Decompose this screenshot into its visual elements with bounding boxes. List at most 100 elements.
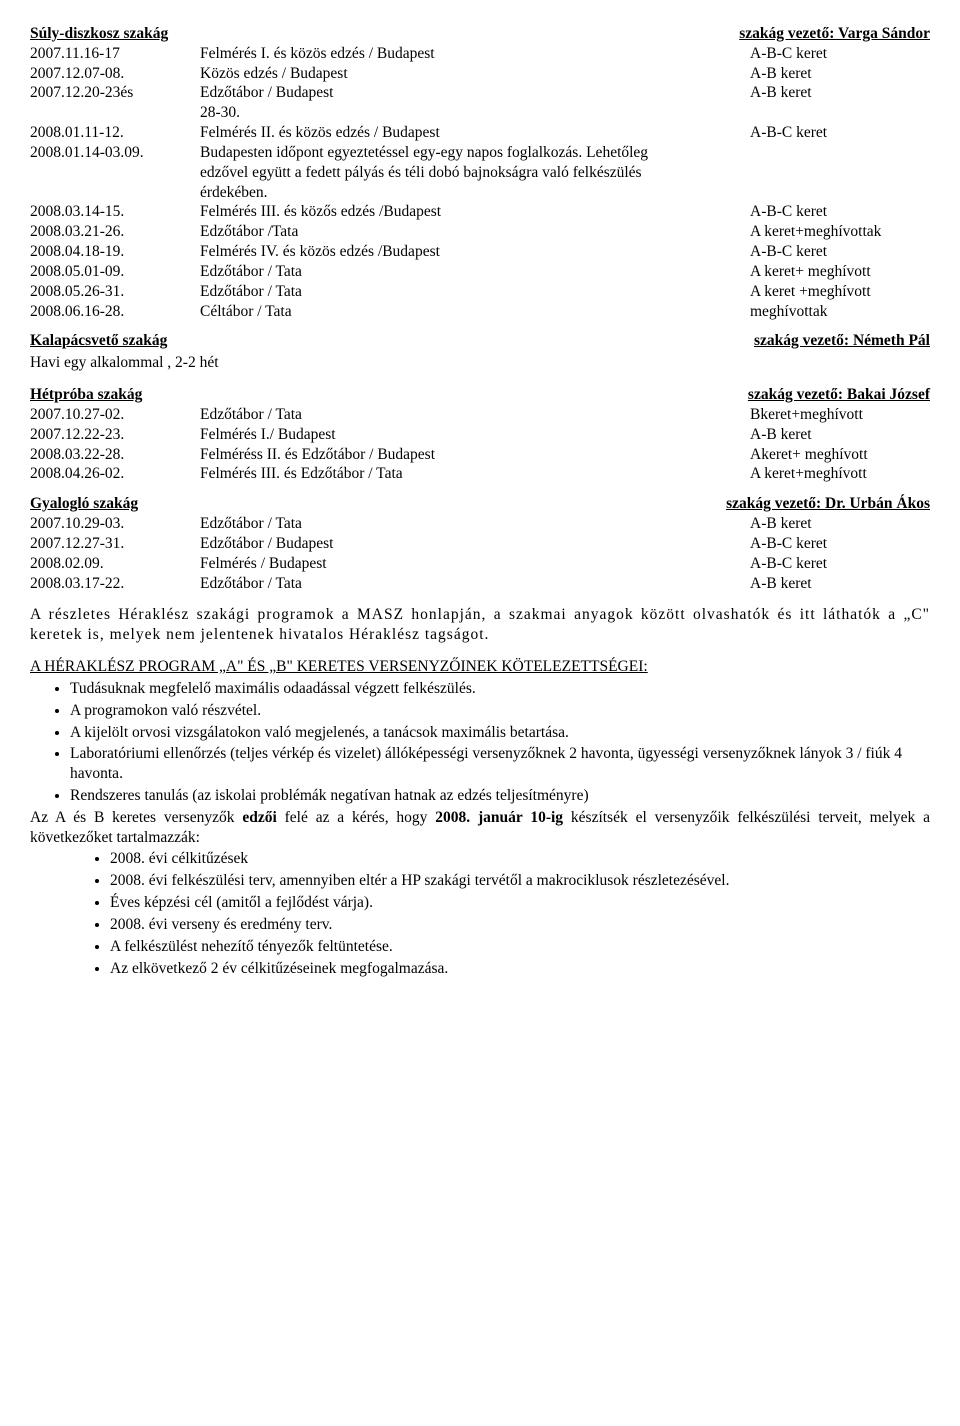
obligations-heading: A HÉRAKLÉSZ PROGRAM „A" ÉS „B" KERETES V…	[30, 657, 930, 677]
section-heading-left: Súly-diszkosz szakág	[30, 24, 739, 44]
obligations-list: Tudásuknak megfelelő maximális odaadássa…	[70, 679, 930, 806]
schedule-row: 2008.05.01-09.Edzőtábor / TataA keret+ m…	[30, 262, 930, 282]
plan-item: 2008. évi felkészülési terv, amennyiben …	[110, 871, 930, 891]
section-heading-left: Gyalogló szakág	[30, 494, 726, 514]
schedule-desc: Felmérés II. és közös edzés / Budapest	[200, 123, 750, 143]
schedule-keret: A keret+meghívott	[750, 464, 930, 484]
schedule-keret: A keret+ meghívott	[750, 262, 930, 282]
plan-item: Az elkövetkező 2 év célkitűzéseinek megf…	[110, 959, 930, 979]
section-heading: Súly-diszkosz szakágszakág vezető: Varga…	[30, 24, 930, 44]
schedule-row: 2007.12.22-23.Felmérés I./ BudapestA-B k…	[30, 425, 930, 445]
schedule-keret: A keret +meghívott	[750, 282, 930, 302]
schedule-date: 2008.01.11-12.	[30, 123, 200, 143]
schedule-desc: Felmérés / Budapest	[200, 554, 750, 574]
section-heading-right: szakág vezető: Bakai József	[748, 385, 930, 405]
plan-item: 2008. évi verseny és eredmény terv.	[110, 915, 930, 935]
schedule-keret: A-B-C keret	[750, 44, 930, 64]
schedule-desc: Edzőtábor / Tata	[200, 514, 750, 534]
coach-request-line: Az A és B keretes versenyzők edzői felé …	[30, 808, 930, 848]
schedule-date: 2008.03.17-22.	[30, 574, 200, 594]
schedule-keret: A-B keret	[750, 64, 930, 84]
schedule-desc: Edzőtábor / Budapest	[200, 83, 750, 103]
schedule-date: 2007.12.07-08.	[30, 64, 200, 84]
schedule-keret: A-B-C keret	[750, 242, 930, 262]
coach-line-part: felé az a kérés, hogy	[277, 809, 436, 826]
schedule-desc: Edzőtábor / Tata	[200, 282, 750, 302]
schedule-row: 2008.06.16-28.Céltábor / Tatameghívottak	[30, 302, 930, 322]
obligations-item: A kijelölt orvosi vizsgálatokon való meg…	[70, 723, 930, 743]
schedule-desc: Budapesten időpont egyeztetéssel egy-egy…	[200, 143, 750, 163]
obligations-item: A programokon való részvétel.	[70, 701, 930, 721]
schedule-row: 2008.03.22-28.Felméréss II. és Edzőtábor…	[30, 445, 930, 465]
schedule-date: 2008.01.14-03.09.	[30, 143, 200, 163]
coach-line-bold: edzői	[242, 809, 276, 826]
schedule-desc: Felmérés I. és közös edzés / Budapest	[200, 44, 750, 64]
schedule-keret: Bkeret+meghívott	[750, 405, 930, 425]
schedule-keret: A-B keret	[750, 425, 930, 445]
schedule-row: 2007.12.20-23ésEdzőtábor / BudapestA-B k…	[30, 83, 930, 103]
section-heading: Gyalogló szakágszakág vezető: Dr. Urbán …	[30, 494, 930, 514]
schedule-date: 2008.05.01-09.	[30, 262, 200, 282]
schedule-date: 2007.11.16-17	[30, 44, 200, 64]
schedule-row: 2008.02.09.Felmérés / BudapestA-B-C kere…	[30, 554, 930, 574]
schedule-date: 2008.03.21-26.	[30, 222, 200, 242]
schedule-row: 2008.01.14-03.09.Budapesten időpont egye…	[30, 143, 930, 163]
section-heading-left: Hétpróba szakág	[30, 385, 748, 405]
schedule-date: 2008.03.22-28.	[30, 445, 200, 465]
schedule-keret: A-B-C keret	[750, 554, 930, 574]
schedule-row: 2008.04.26-02.Felmérés III. és Edzőtábor…	[30, 464, 930, 484]
schedule-row: 2008.03.21-26.Edzőtábor /TataA keret+meg…	[30, 222, 930, 242]
schedule-desc: Edzőtábor / Tata	[200, 262, 750, 282]
obligations-item: Tudásuknak megfelelő maximális odaadássa…	[70, 679, 930, 699]
schedule-keret: A-B-C keret	[750, 202, 930, 222]
schedule-date: 2007.10.27-02.	[30, 405, 200, 425]
schedule-keret	[750, 143, 930, 163]
coach-line-bold: 2008. január 10-ig	[435, 809, 563, 826]
schedule-keret: A-B-C keret	[750, 534, 930, 554]
section-heading: Kalapácsvető szakágszakág vezető: Németh…	[30, 331, 930, 351]
schedule-row: 2007.10.27-02. Edzőtábor / TataBkeret+me…	[30, 405, 930, 425]
plan-item: A felkészülést nehezítő tényezők feltünt…	[110, 937, 930, 957]
schedule-continuation: érdekében.	[30, 183, 930, 203]
schedule-desc: Felmérés III. és közős edzés /Budapest	[200, 202, 750, 222]
schedule-row: 2008.05.26-31.Edzőtábor / TataA keret +m…	[30, 282, 930, 302]
plan-items-list: 2008. évi célkitűzések2008. évi felkészü…	[110, 849, 930, 978]
schedule-keret: Akeret+ meghívott	[750, 445, 930, 465]
schedule-row: 2008.04.18-19. Felmérés IV. és közös edz…	[30, 242, 930, 262]
schedule-desc: Edzőtábor /Tata	[200, 222, 750, 242]
schedule-desc: Edzőtábor / Tata	[200, 574, 750, 594]
schedule-keret: A-B-C keret	[750, 123, 930, 143]
schedule-date: 2008.04.26-02.	[30, 464, 200, 484]
schedule-row: 2008.03.17-22.Edzőtábor / TataA-B keret	[30, 574, 930, 594]
schedule-date: 2008.05.26-31.	[30, 282, 200, 302]
schedule-desc: Edzőtábor / Tata	[200, 405, 750, 425]
schedule-row: 2008.03.14-15.Felmérés III. és közős edz…	[30, 202, 930, 222]
obligations-heading-text: A HÉRAKLÉSZ PROGRAM „A" ÉS „B" KERETES V…	[30, 658, 648, 675]
schedule-date: 2007.10.29-03.	[30, 514, 200, 534]
section-heading: Hétpróba szakágszakág vezető: Bakai Józs…	[30, 385, 930, 405]
section-heading-right: szakág vezető: Németh Pál	[754, 331, 930, 351]
schedule-desc: Felmérés I./ Budapest	[200, 425, 750, 445]
schedule-keret: A keret+meghívottak	[750, 222, 930, 242]
obligations-item: Laboratóriumi ellenőrzés (teljes vérkép …	[70, 744, 930, 784]
document-body: Súly-diszkosz szakágszakág vezető: Varga…	[30, 24, 930, 978]
section-plain-line: Havi egy alkalommal , 2-2 hét	[30, 353, 930, 373]
schedule-desc: Felméréss II. és Edzőtábor / Budapest	[200, 445, 750, 465]
schedule-date: 2007.12.27-31.	[30, 534, 200, 554]
obligations-item: Rendszeres tanulás (az iskolai problémák…	[70, 786, 930, 806]
schedule-desc: Felmérés III. és Edzőtábor / Tata	[200, 464, 750, 484]
schedule-keret: A-B keret	[750, 574, 930, 594]
section-heading-left: Kalapácsvető szakág	[30, 331, 754, 351]
schedule-desc: Edzőtábor / Budapest	[200, 534, 750, 554]
schedule-row: 2007.12.27-31.Edzőtábor / BudapestA-B-C …	[30, 534, 930, 554]
schedule-date: 2008.02.09.	[30, 554, 200, 574]
plan-item: Éves képzési cél (amitől a fejlődést vár…	[110, 893, 930, 913]
schedule-date: 2007.12.22-23.	[30, 425, 200, 445]
schedule-desc: Céltábor / Tata	[200, 302, 750, 322]
schedule-date: 2008.03.14-15.	[30, 202, 200, 222]
schedule-row: 2008.01.11-12.Felmérés II. és közös edzé…	[30, 123, 930, 143]
schedule-date: 2007.12.20-23és	[30, 83, 200, 103]
schedule-continuation: 28-30.	[30, 103, 930, 123]
section-heading-right: szakág vezető: Dr. Urbán Ákos	[726, 494, 930, 514]
schedule-continuation: edzővel együtt a fedett pályás és téli d…	[30, 163, 930, 183]
